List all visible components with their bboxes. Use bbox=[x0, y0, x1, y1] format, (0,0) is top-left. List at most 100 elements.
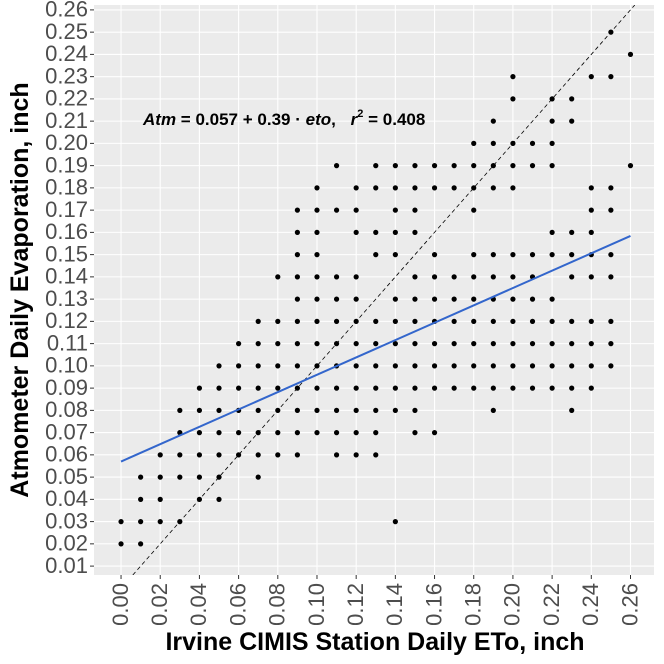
point bbox=[118, 519, 124, 525]
fit-line bbox=[120, 235, 631, 463]
point bbox=[510, 274, 516, 280]
point bbox=[373, 229, 379, 235]
point bbox=[549, 96, 555, 102]
point bbox=[412, 385, 418, 391]
y-tick-label: 0.20 bbox=[45, 130, 88, 155]
fit-var: eto bbox=[306, 110, 332, 129]
point bbox=[510, 385, 516, 391]
point bbox=[333, 163, 340, 169]
point bbox=[588, 229, 594, 235]
point bbox=[255, 341, 261, 347]
point bbox=[490, 163, 496, 169]
point bbox=[216, 385, 222, 391]
point bbox=[412, 430, 418, 436]
point bbox=[471, 341, 477, 347]
point bbox=[529, 140, 536, 146]
point bbox=[569, 274, 575, 280]
point bbox=[196, 430, 203, 436]
point bbox=[333, 318, 340, 324]
point bbox=[314, 341, 320, 347]
y-tick-label: 0.04 bbox=[45, 486, 88, 511]
point bbox=[431, 274, 438, 280]
point bbox=[627, 51, 634, 57]
x-tick-label: 0.08 bbox=[265, 583, 290, 626]
point bbox=[216, 496, 222, 502]
point bbox=[373, 341, 379, 347]
point bbox=[569, 341, 575, 347]
point bbox=[333, 341, 340, 347]
point bbox=[569, 252, 575, 258]
point bbox=[353, 274, 359, 280]
point bbox=[373, 252, 379, 258]
point bbox=[549, 118, 555, 124]
point bbox=[451, 296, 457, 302]
point bbox=[490, 252, 496, 258]
point bbox=[549, 140, 555, 146]
point bbox=[157, 519, 163, 525]
point bbox=[118, 541, 124, 547]
point bbox=[314, 185, 320, 191]
point bbox=[627, 163, 634, 169]
point bbox=[549, 363, 555, 369]
point bbox=[510, 140, 516, 146]
point bbox=[294, 363, 300, 369]
point bbox=[392, 163, 398, 169]
point bbox=[353, 185, 359, 191]
point bbox=[510, 341, 516, 347]
point bbox=[216, 430, 222, 436]
point bbox=[451, 341, 457, 347]
y-tick-label: 0.24 bbox=[45, 41, 88, 66]
point bbox=[157, 452, 163, 458]
point bbox=[275, 341, 281, 347]
point bbox=[275, 407, 281, 413]
point bbox=[392, 185, 398, 191]
point bbox=[216, 474, 222, 480]
fit-r-label: r bbox=[351, 110, 359, 129]
point bbox=[608, 252, 614, 258]
point bbox=[196, 474, 203, 480]
point bbox=[451, 385, 457, 391]
point bbox=[412, 341, 418, 347]
y-tick-label: 0.23 bbox=[45, 63, 88, 88]
x-tick-label: 0.06 bbox=[225, 583, 250, 626]
point bbox=[569, 385, 575, 391]
point bbox=[431, 185, 438, 191]
point bbox=[314, 385, 320, 391]
point bbox=[255, 363, 261, 369]
point bbox=[196, 452, 203, 458]
point bbox=[216, 452, 222, 458]
y-tick-label: 0.11 bbox=[47, 330, 88, 355]
point bbox=[157, 474, 163, 480]
point bbox=[451, 163, 457, 169]
point bbox=[236, 452, 242, 458]
point bbox=[490, 185, 496, 191]
x-tick-label: 0.02 bbox=[147, 583, 172, 626]
point bbox=[412, 207, 418, 213]
point bbox=[608, 274, 614, 280]
point bbox=[333, 430, 340, 436]
point bbox=[177, 474, 183, 480]
point bbox=[608, 363, 614, 369]
point bbox=[451, 274, 457, 280]
point bbox=[373, 318, 379, 324]
point bbox=[294, 430, 300, 436]
point bbox=[549, 296, 555, 302]
point bbox=[275, 318, 281, 324]
fit-lhs: Atm bbox=[142, 110, 176, 129]
point bbox=[353, 341, 359, 347]
point bbox=[196, 407, 203, 413]
point bbox=[569, 118, 575, 124]
point bbox=[490, 274, 496, 280]
point bbox=[314, 296, 320, 302]
x-tick-label: 0.26 bbox=[617, 583, 642, 626]
fit-equation: Atm = 0.057 + 0.39 · eto, r2 = 0.408 bbox=[142, 102, 425, 129]
point bbox=[294, 385, 300, 391]
point bbox=[431, 430, 438, 436]
point bbox=[333, 385, 340, 391]
x-tick-label: 0.24 bbox=[578, 583, 603, 626]
point bbox=[294, 452, 300, 458]
point bbox=[392, 519, 398, 525]
point bbox=[138, 474, 144, 480]
plot-panel bbox=[94, 5, 654, 575]
